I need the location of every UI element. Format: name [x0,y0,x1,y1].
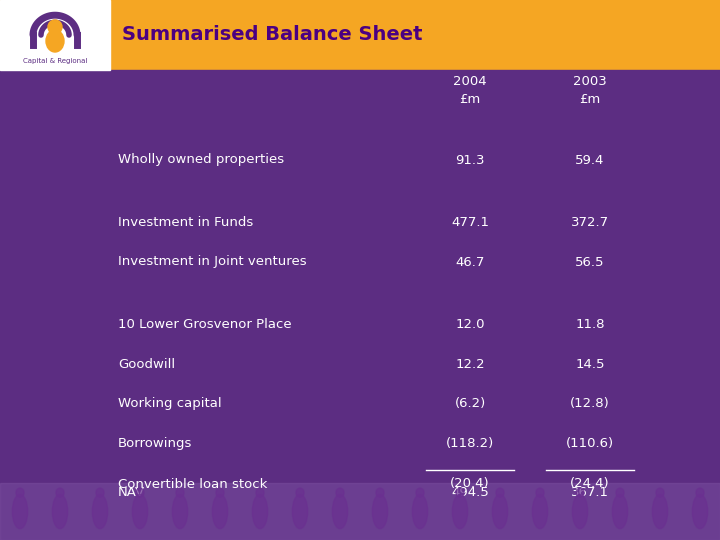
Ellipse shape [613,495,628,529]
Ellipse shape [136,488,144,497]
Ellipse shape [652,495,667,529]
Ellipse shape [212,495,228,529]
Ellipse shape [456,488,464,497]
Text: 12.0: 12.0 [455,318,485,330]
Ellipse shape [333,495,348,529]
Ellipse shape [253,495,268,529]
Ellipse shape [496,488,504,497]
Text: (24.4): (24.4) [570,477,610,490]
Text: Goodwill: Goodwill [118,357,175,370]
Bar [0,0,720,70]
Ellipse shape [416,488,424,497]
Text: 367.1: 367.1 [571,485,609,498]
Ellipse shape [12,495,27,529]
Text: 477.1: 477.1 [451,215,489,228]
Ellipse shape [172,495,188,529]
Ellipse shape [452,495,467,529]
Text: 2003
£m: 2003 £m [573,75,607,106]
Ellipse shape [46,30,64,52]
Ellipse shape [696,488,704,497]
Ellipse shape [376,488,384,497]
Ellipse shape [56,488,64,497]
Ellipse shape [53,495,68,529]
Text: 12.2: 12.2 [455,357,485,370]
Text: Investment in Joint ventures: Investment in Joint ventures [118,255,307,268]
Ellipse shape [576,488,584,497]
Text: 59.4: 59.4 [575,153,605,166]
Text: Capital & Regional: Capital & Regional [23,58,87,64]
Bar [0,483,720,540]
Text: (12.8): (12.8) [570,397,610,410]
Text: 494.5: 494.5 [451,485,489,498]
Ellipse shape [532,495,548,529]
Text: Investment in Funds: Investment in Funds [118,215,253,228]
Bar [0,70,720,540]
Ellipse shape [572,495,588,529]
Ellipse shape [132,495,148,529]
Text: 2004
£m: 2004 £m [453,75,487,106]
Text: 14.5: 14.5 [575,357,605,370]
Text: 46.7: 46.7 [455,255,485,268]
Ellipse shape [216,488,224,497]
Text: Working capital: Working capital [118,397,222,410]
Text: Wholly owned properties: Wholly owned properties [118,153,284,166]
Ellipse shape [693,495,708,529]
Ellipse shape [536,488,544,497]
Text: Borrowings: Borrowings [118,437,192,450]
Text: 91.3: 91.3 [455,153,485,166]
Ellipse shape [372,495,387,529]
Text: (20.4): (20.4) [450,477,490,490]
Text: NAV: NAV [118,485,145,498]
Ellipse shape [656,488,664,497]
Ellipse shape [176,488,184,497]
Ellipse shape [92,495,107,529]
Text: (118.2): (118.2) [446,437,494,450]
Ellipse shape [413,495,428,529]
Ellipse shape [96,488,104,497]
Text: Convertible loan stock: Convertible loan stock [118,477,267,490]
Text: (110.6): (110.6) [566,437,614,450]
Ellipse shape [292,495,307,529]
Ellipse shape [16,488,24,497]
Text: Summarised Balance Sheet: Summarised Balance Sheet [122,25,423,44]
Text: 10 Lower Grosvenor Place: 10 Lower Grosvenor Place [118,318,292,330]
Text: (6.2): (6.2) [454,397,485,410]
Text: 11.8: 11.8 [575,318,605,330]
Text: 372.7: 372.7 [571,215,609,228]
Ellipse shape [492,495,508,529]
Ellipse shape [296,488,304,497]
Text: 56.5: 56.5 [575,255,605,268]
Ellipse shape [256,488,264,497]
Ellipse shape [336,488,344,497]
Ellipse shape [616,488,624,497]
Bar [0,0,110,70]
Circle shape [48,20,62,34]
